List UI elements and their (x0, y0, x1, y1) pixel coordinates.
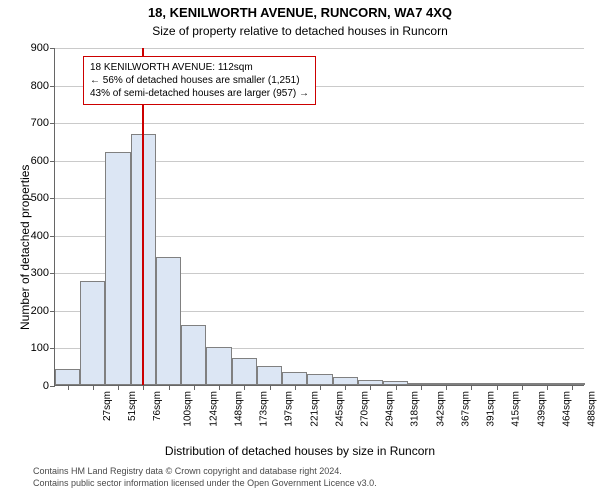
gridline (55, 48, 584, 49)
xtick-label: 318sqm (410, 391, 421, 427)
xtick-label: 221sqm (309, 391, 320, 427)
histogram-bar (333, 377, 358, 385)
ytick-mark (50, 236, 55, 237)
ytick-mark (50, 198, 55, 199)
xtick-label: 270sqm (360, 391, 371, 427)
xtick-label: 27sqm (102, 391, 113, 421)
xtick-mark (143, 385, 144, 390)
xtick-mark (118, 385, 119, 390)
ytick-mark (50, 386, 55, 387)
xtick-label: 488sqm (587, 391, 598, 427)
annotation-box: 18 KENILWORTH AVENUE: 112sqm ← 56% of de… (83, 56, 316, 105)
annotation-line-3: 43% of semi-detached houses are larger (… (90, 87, 309, 100)
xtick-label: 415sqm (511, 391, 522, 427)
xtick-label: 173sqm (259, 391, 270, 427)
xtick-label: 148sqm (233, 391, 244, 427)
xtick-mark (572, 385, 573, 390)
histogram-bar (55, 369, 80, 385)
x-axis-label: Distribution of detached houses by size … (0, 444, 600, 458)
xtick-label: 100sqm (183, 391, 194, 427)
xtick-mark (244, 385, 245, 390)
xtick-mark (169, 385, 170, 390)
xtick-label: 197sqm (284, 391, 295, 427)
xtick-mark (295, 385, 296, 390)
ytick-label: 600 (31, 155, 49, 167)
xtick-mark (270, 385, 271, 390)
annotation-line-1: 18 KENILWORTH AVENUE: 112sqm (90, 61, 309, 74)
annotation-line-2: ← 56% of detached houses are smaller (1,… (90, 74, 309, 87)
histogram-bar (206, 347, 231, 385)
histogram-bar (105, 152, 130, 385)
xtick-mark (396, 385, 397, 390)
ytick-label: 800 (31, 80, 49, 92)
ytick-mark (50, 273, 55, 274)
ytick-label: 300 (31, 267, 49, 279)
ytick-label: 900 (31, 42, 49, 54)
xtick-mark (421, 385, 422, 390)
xtick-label: 439sqm (536, 391, 547, 427)
ytick-label: 100 (31, 342, 49, 354)
xtick-mark (497, 385, 498, 390)
xtick-mark (471, 385, 472, 390)
ytick-label: 500 (31, 192, 49, 204)
xtick-mark (320, 385, 321, 390)
xtick-mark (547, 385, 548, 390)
histogram-bar (307, 374, 332, 385)
xtick-mark (219, 385, 220, 390)
histogram-bar (232, 358, 257, 385)
footer-line-2: Contains public sector information licen… (33, 478, 377, 490)
ytick-mark (50, 48, 55, 49)
xtick-mark (522, 385, 523, 390)
xtick-label: 51sqm (127, 391, 138, 421)
ytick-mark (50, 348, 55, 349)
chart-subtitle: Size of property relative to detached ho… (0, 24, 600, 38)
ytick-mark (50, 161, 55, 162)
xtick-label: 367sqm (461, 391, 472, 427)
histogram-bar (257, 366, 282, 385)
xtick-label: 124sqm (208, 391, 219, 427)
xtick-mark (446, 385, 447, 390)
footer-attribution: Contains HM Land Registry data © Crown c… (33, 466, 377, 489)
xtick-mark (68, 385, 69, 390)
xtick-mark (93, 385, 94, 390)
histogram-bar (282, 372, 307, 385)
figure-container: 18, KENILWORTH AVENUE, RUNCORN, WA7 4XQ … (0, 0, 600, 500)
ytick-label: 200 (31, 305, 49, 317)
xtick-mark (370, 385, 371, 390)
ytick-label: 0 (43, 380, 49, 392)
xtick-label: 464sqm (561, 391, 572, 427)
chart-title: 18, KENILWORTH AVENUE, RUNCORN, WA7 4XQ (0, 5, 600, 20)
xtick-label: 391sqm (486, 391, 497, 427)
xtick-label: 342sqm (435, 391, 446, 427)
ytick-mark (50, 86, 55, 87)
xtick-mark (194, 385, 195, 390)
xtick-label: 245sqm (334, 391, 345, 427)
histogram-bar (181, 325, 206, 385)
footer-line-1: Contains HM Land Registry data © Crown c… (33, 466, 377, 478)
histogram-bar (156, 257, 181, 385)
ytick-label: 400 (31, 230, 49, 242)
histogram-bar (80, 281, 105, 385)
xtick-label: 76sqm (152, 391, 163, 421)
ytick-mark (50, 311, 55, 312)
ytick-mark (50, 123, 55, 124)
xtick-label: 294sqm (385, 391, 396, 427)
xtick-mark (345, 385, 346, 390)
gridline (55, 123, 584, 124)
plot-area: 010020030040050060070080090027sqm51sqm76… (54, 48, 584, 386)
ytick-label: 700 (31, 117, 49, 129)
